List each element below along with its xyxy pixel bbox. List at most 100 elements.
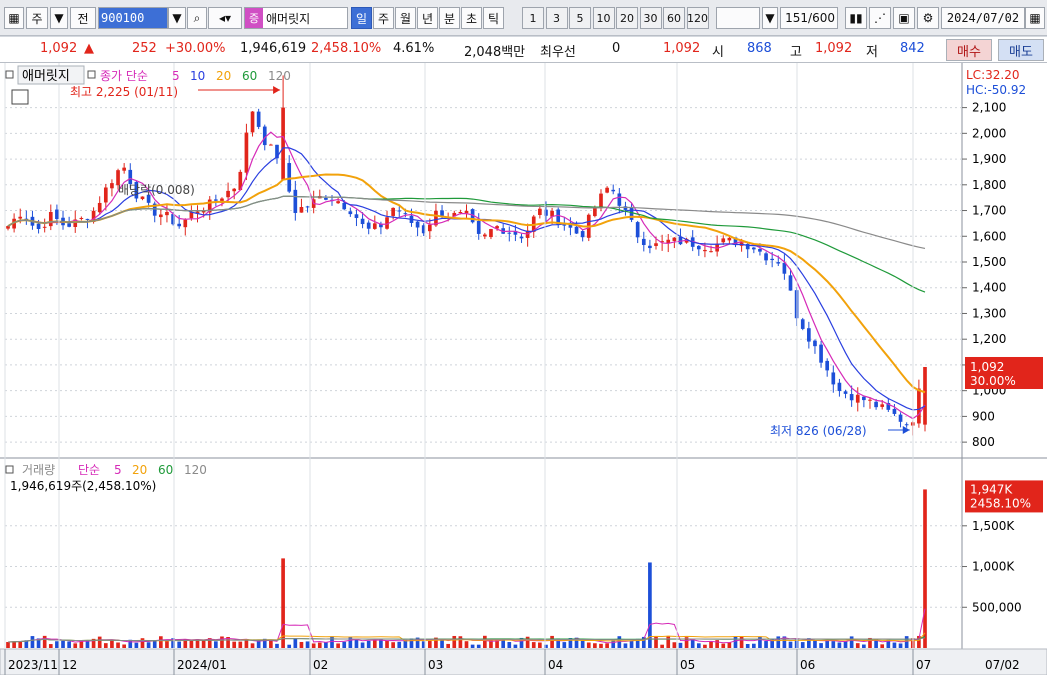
interval-10[interactable]: 10 [592, 7, 615, 29]
calendar-icon[interactable]: ▦ [1025, 7, 1045, 29]
x-axis-label: 02 [313, 658, 328, 672]
market-dropdown-icon[interactable]: ▼ [50, 7, 68, 29]
stock-name-field[interactable]: 증 애머릿지 [244, 7, 348, 29]
period-틱[interactable]: 틱 [483, 7, 504, 29]
price-tick-label: 1,900 [972, 152, 1006, 166]
period-년[interactable]: 년 [417, 7, 438, 29]
candle-body [635, 222, 640, 238]
count-dropdown-icon[interactable]: ▼ [762, 7, 778, 29]
interval-3[interactable]: 3 [545, 7, 568, 29]
stock-icon[interactable]: ▦ [4, 7, 24, 29]
date-value: 2024/07/02 [946, 11, 1020, 25]
candle-body [788, 275, 793, 291]
volume-legend-ma-120: 120 [184, 463, 207, 477]
volume-bar [745, 643, 750, 648]
volume-bar [165, 641, 169, 648]
volume-bar [635, 638, 640, 648]
price-tick-label: 1,200 [972, 332, 1006, 346]
volume-bar [250, 643, 255, 648]
interval-20[interactable]: 20 [616, 7, 638, 29]
volume-panel-collapse-icon [5, 465, 14, 474]
volume-bar [843, 641, 848, 648]
ma-20-line [7, 173, 926, 394]
volume-bar [342, 641, 347, 648]
expand-icon[interactable]: ⋰ [869, 7, 891, 29]
count-field[interactable]: 151/600 [780, 7, 838, 29]
code-input[interactable]: 900100 [98, 7, 168, 29]
volume-value: 1,946,619 [240, 41, 307, 56]
volume-legend-ma-5: 5 [114, 463, 122, 477]
prev-button[interactable]: 전 [70, 7, 96, 29]
interval-120[interactable]: 120 [686, 7, 709, 29]
period-월[interactable]: 월 [395, 7, 416, 29]
sell-button[interactable]: 매도 [998, 39, 1044, 61]
candle-body [709, 251, 713, 253]
volume-bar [751, 643, 756, 648]
volume-bar [73, 643, 78, 648]
blank-select[interactable] [716, 7, 760, 29]
high-arrow-icon [273, 86, 281, 94]
date-field[interactable]: 2024/07/02 [941, 7, 1025, 29]
volume-bar [721, 643, 726, 648]
candle-body [470, 209, 475, 223]
interval-60[interactable]: 60 [663, 7, 685, 29]
market-select[interactable]: 주 [26, 7, 48, 29]
candle-body [397, 210, 402, 212]
search-icon[interactable]: ⌕ [187, 7, 207, 29]
volume-bar [317, 642, 322, 648]
candle-body [281, 107, 285, 180]
volume-bar [391, 642, 395, 648]
candle-body [813, 340, 817, 347]
volume-bar [678, 642, 683, 648]
buy-button[interactable]: 매수 [946, 39, 992, 61]
code-dropdown-icon[interactable]: ▼ [168, 7, 186, 29]
stock-chart[interactable]: 2,100 2,000 1,900 1,800 1,700 1,600 1,500 1,400… [0, 63, 1047, 675]
volume-tick-label: 1,500K [972, 519, 1015, 533]
gear-icon[interactable]: ⚙ [917, 7, 939, 29]
candle-body [593, 207, 597, 217]
volume-bar [507, 642, 512, 648]
interval-1[interactable]: 1 [522, 7, 544, 29]
volume-bar [189, 639, 194, 648]
price-tick-label: 1,800 [972, 178, 1006, 192]
volume-bar [134, 642, 139, 648]
current-price: 1,092 [40, 41, 78, 56]
candle-body [580, 231, 585, 238]
volume-bar [366, 640, 371, 648]
interval-5[interactable]: 5 [569, 7, 591, 29]
candle-body [886, 402, 891, 410]
candle-body [483, 234, 487, 237]
volume-bar [580, 640, 585, 648]
period-주[interactable]: 주 [373, 7, 394, 29]
candle-body [55, 209, 59, 220]
save-icon[interactable]: ▣ [893, 7, 915, 29]
candle-body [122, 167, 126, 171]
candle-body [641, 238, 646, 246]
volume-bar [220, 636, 224, 648]
period-일[interactable]: 일 [351, 7, 372, 29]
candle-body [354, 214, 359, 219]
volume-bar [660, 644, 664, 648]
compare-icon[interactable]: ▮▮ [845, 7, 867, 29]
volume-bar [495, 640, 499, 648]
period-분[interactable]: 분 [439, 7, 460, 29]
volume-bar [593, 643, 597, 648]
volume-bar [489, 639, 493, 648]
x-axis-label: 06 [800, 658, 815, 672]
candle-body [476, 220, 481, 234]
candle-body [42, 226, 47, 228]
volume-bar [819, 643, 823, 648]
volume-bar [354, 638, 359, 648]
volume-bar [855, 643, 860, 648]
volume-bar [470, 644, 475, 648]
price-tick-label: 1,600 [972, 229, 1006, 243]
sound-icon[interactable]: ◂▾ [208, 7, 242, 29]
volume-bar [122, 644, 126, 648]
current-volume-box [965, 480, 1043, 513]
volume-bar [293, 638, 298, 648]
volume-bar [544, 644, 548, 648]
current-price-percent: 30.00% [970, 374, 1016, 388]
interval-30[interactable]: 30 [639, 7, 662, 29]
volume-bar [275, 643, 279, 648]
period-초[interactable]: 초 [461, 7, 482, 29]
